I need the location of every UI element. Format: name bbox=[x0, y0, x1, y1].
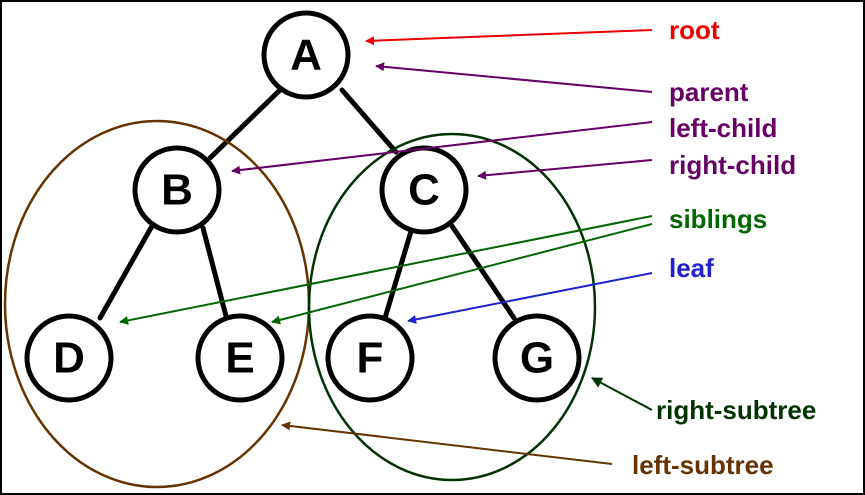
left-child-arrow bbox=[231, 121, 653, 175]
root-label: root bbox=[669, 15, 720, 45]
right-subtree-arrow bbox=[591, 377, 653, 411]
node-a-circle bbox=[261, 10, 351, 100]
leaf-label: leaf bbox=[669, 253, 714, 283]
left-subtree-arrow bbox=[281, 421, 613, 465]
node-b: B bbox=[132, 145, 222, 235]
node-c-label: C bbox=[408, 166, 440, 215]
node-e-label: E bbox=[225, 334, 254, 383]
parent-arrow bbox=[375, 62, 653, 93]
left-child-label: left-child bbox=[669, 113, 777, 143]
edge-c-f bbox=[382, 225, 415, 321]
node-b-label: B bbox=[161, 166, 193, 215]
node-a: A bbox=[261, 10, 351, 100]
right-subtree-label: right-subtree bbox=[656, 395, 816, 425]
node-f-circle bbox=[325, 313, 415, 403]
node-e: E bbox=[195, 313, 285, 403]
node-g-circle bbox=[492, 313, 582, 403]
node-b-circle bbox=[132, 145, 222, 235]
node-d-label: D bbox=[53, 334, 85, 383]
parent-label: parent bbox=[669, 77, 749, 107]
root-arrow bbox=[365, 29, 653, 46]
node-a-label: A bbox=[290, 31, 322, 80]
edge-a-c bbox=[339, 87, 399, 155]
right-child-label: right-child bbox=[669, 150, 796, 180]
siblings-arrow-e bbox=[271, 223, 653, 325]
left-subtree-label: left-subtree bbox=[632, 450, 774, 480]
siblings-label: siblings bbox=[669, 204, 767, 234]
node-g-label: G bbox=[520, 334, 554, 383]
edge-b-d bbox=[97, 223, 155, 321]
node-d-circle bbox=[24, 313, 114, 403]
leaf-arrow bbox=[407, 272, 653, 324]
node-f: F bbox=[325, 313, 415, 403]
node-e-circle bbox=[195, 313, 285, 403]
right-subtree-ellipse bbox=[307, 132, 597, 482]
node-d: D bbox=[24, 313, 114, 403]
node-f-label: F bbox=[357, 334, 384, 383]
edge-c-g bbox=[449, 223, 517, 321]
right-child-arrow bbox=[477, 159, 653, 180]
node-c: C bbox=[379, 145, 469, 235]
siblings-arrow-d bbox=[119, 215, 653, 325]
edge-a-b bbox=[207, 87, 283, 161]
node-g: G bbox=[492, 313, 582, 403]
